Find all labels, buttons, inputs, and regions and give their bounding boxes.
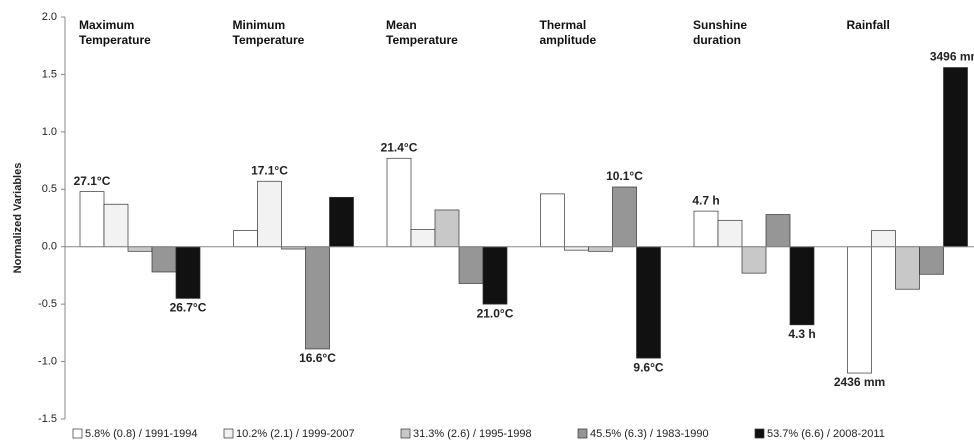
legend-label: 10.2% (2.1) / 1999-2007 [236,428,355,440]
bar [329,196,354,248]
y-tick-label: 1.5 [42,68,57,80]
y-tick-label: 0.0 [42,241,57,253]
bar [434,209,460,248]
bar [257,180,282,248]
legend-label: 31.3% (2.6) / 1995-1998 [413,428,532,440]
annotation: 17.1°C [251,163,288,177]
bar [588,246,613,252]
legend-swatch [400,428,411,439]
bar [482,246,508,305]
group-title: Thermal amplitude [539,18,597,47]
bar [127,246,153,252]
annotation: 4.3 h [788,327,815,341]
y-axis-label: Normalized Variables [12,163,24,274]
bar [175,246,201,299]
bar [410,229,436,248]
legend-swatch [72,428,83,439]
bar [612,186,637,248]
bar [847,246,872,374]
bar [458,246,484,284]
annotation: 27.1°C [74,174,111,188]
bar [233,230,258,248]
y-tick-label: -0.5 [38,298,57,310]
bar [564,246,589,251]
bar [386,157,412,248]
y-tick-label: -1.0 [38,355,57,367]
bar [79,191,105,248]
legend-swatch [223,428,234,439]
bar [693,210,719,248]
group-title: Mean Temperature [386,18,458,47]
group-title: Rainfall [846,18,890,32]
bar [540,193,565,248]
bar [103,203,129,248]
legend-label: 5.8% (0.8) / 1991-1994 [85,428,198,440]
bar [895,246,920,290]
annotation: 21.4°C [381,140,418,154]
annotation: 21.0°C [477,306,514,320]
legend-swatch [754,428,765,439]
annotation: 9.6°C [633,360,663,374]
y-tick-label: 1.0 [42,126,57,138]
bar [943,67,968,248]
bar [765,214,791,248]
annotation: 4.7 h [692,193,719,207]
legend-label: 45.5% (6.3) / 1983-1990 [590,428,709,440]
y-tick-label: 2.0 [42,11,57,23]
annotation: 2436 mm [834,375,885,389]
bar [789,246,815,326]
legend-swatch [577,428,588,439]
group-title: Minimum Temperature [232,18,305,47]
bar [151,246,177,273]
bar [871,230,896,248]
bar [919,246,944,275]
bar [305,246,330,350]
annotation: 16.6°C [299,351,336,365]
legend-label: 53.7% (6.6) / 2008-2011 [767,428,885,440]
group-title: Maximum Temperature [79,18,151,47]
y-tick-label: -1.5 [38,413,57,425]
bar [636,246,661,359]
bar [717,219,743,248]
y-tick-label: 0.5 [42,183,57,195]
annotation: 10.1°C [606,169,643,183]
annotation: 3496 mm [930,50,974,64]
group-title: Sunshine duration [693,18,748,47]
annotation: 26.7°C [170,301,207,315]
bar [741,246,767,274]
